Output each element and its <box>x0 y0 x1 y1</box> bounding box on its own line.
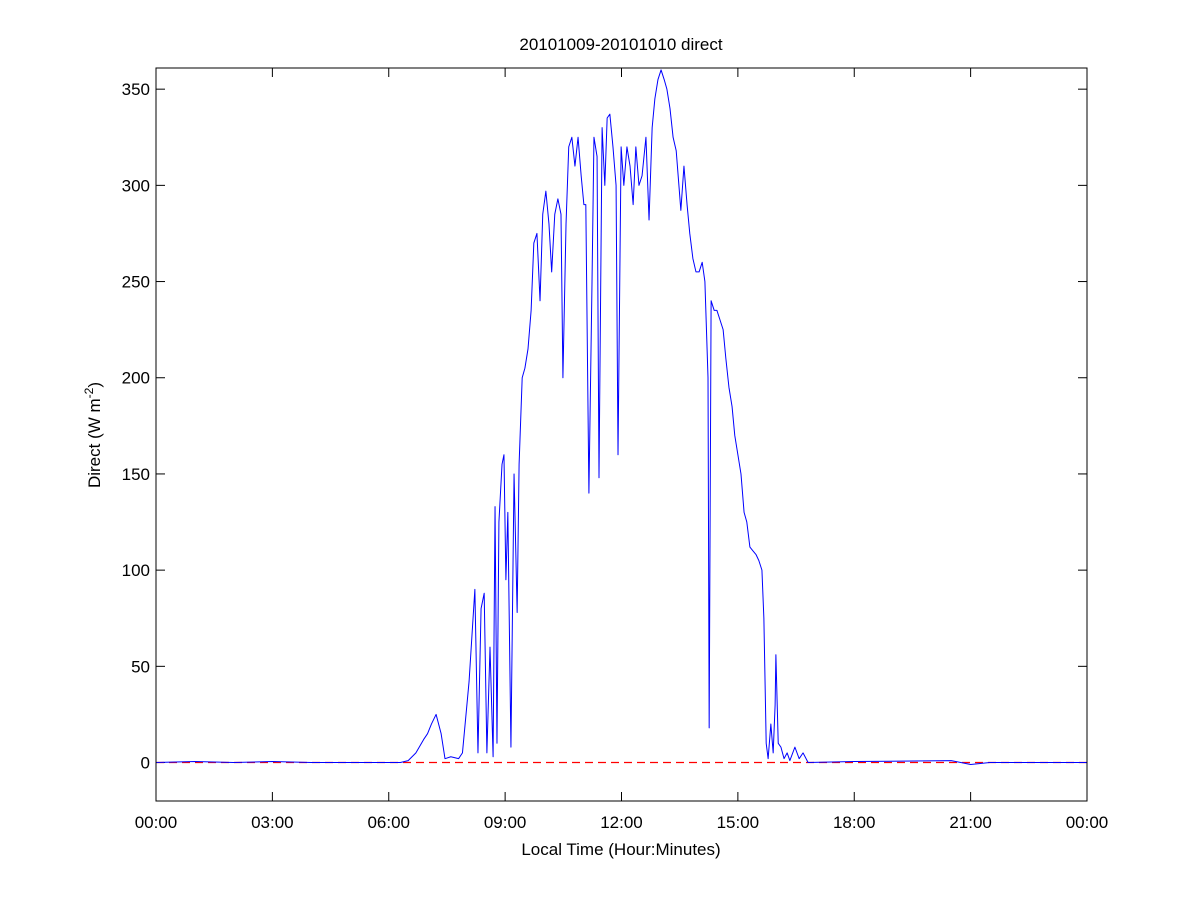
y-tick-label: 300 <box>122 176 150 195</box>
x-tick-label: 12:00 <box>600 813 643 832</box>
y-tick-label: 50 <box>131 657 150 676</box>
data-line <box>155 69 1087 765</box>
x-tick-label: 15:00 <box>717 813 760 832</box>
x-tick-label: 00:00 <box>1066 813 1109 832</box>
x-tick-label: 06:00 <box>367 813 410 832</box>
axes-box <box>155 67 1088 802</box>
x-tick-label: 03:00 <box>251 813 294 832</box>
y-tick-label: 200 <box>122 369 150 388</box>
y-label-superscript: -2 <box>82 387 96 398</box>
x-tick-label: 00:00 <box>135 813 178 832</box>
x-axis-label: Local Time (Hour:Minutes) <box>521 840 720 859</box>
y-label-suffix: ) <box>85 382 104 388</box>
x-tick-label: 18:00 <box>833 813 876 832</box>
x-tick-label: 21:00 <box>949 813 992 832</box>
y-tick-label: 350 <box>122 80 150 99</box>
y-tick-label: 250 <box>122 273 150 292</box>
x-tick-label: 09:00 <box>484 813 527 832</box>
y-tick-label: 150 <box>122 465 150 484</box>
chart-title: 20101009-20101010 direct <box>519 35 723 54</box>
y-axis-label: Direct (W m-2) <box>82 382 104 488</box>
y-label-text: Direct (W m <box>85 398 104 488</box>
y-tick-label: 0 <box>141 754 150 773</box>
y-tick-label: 100 <box>122 561 150 580</box>
